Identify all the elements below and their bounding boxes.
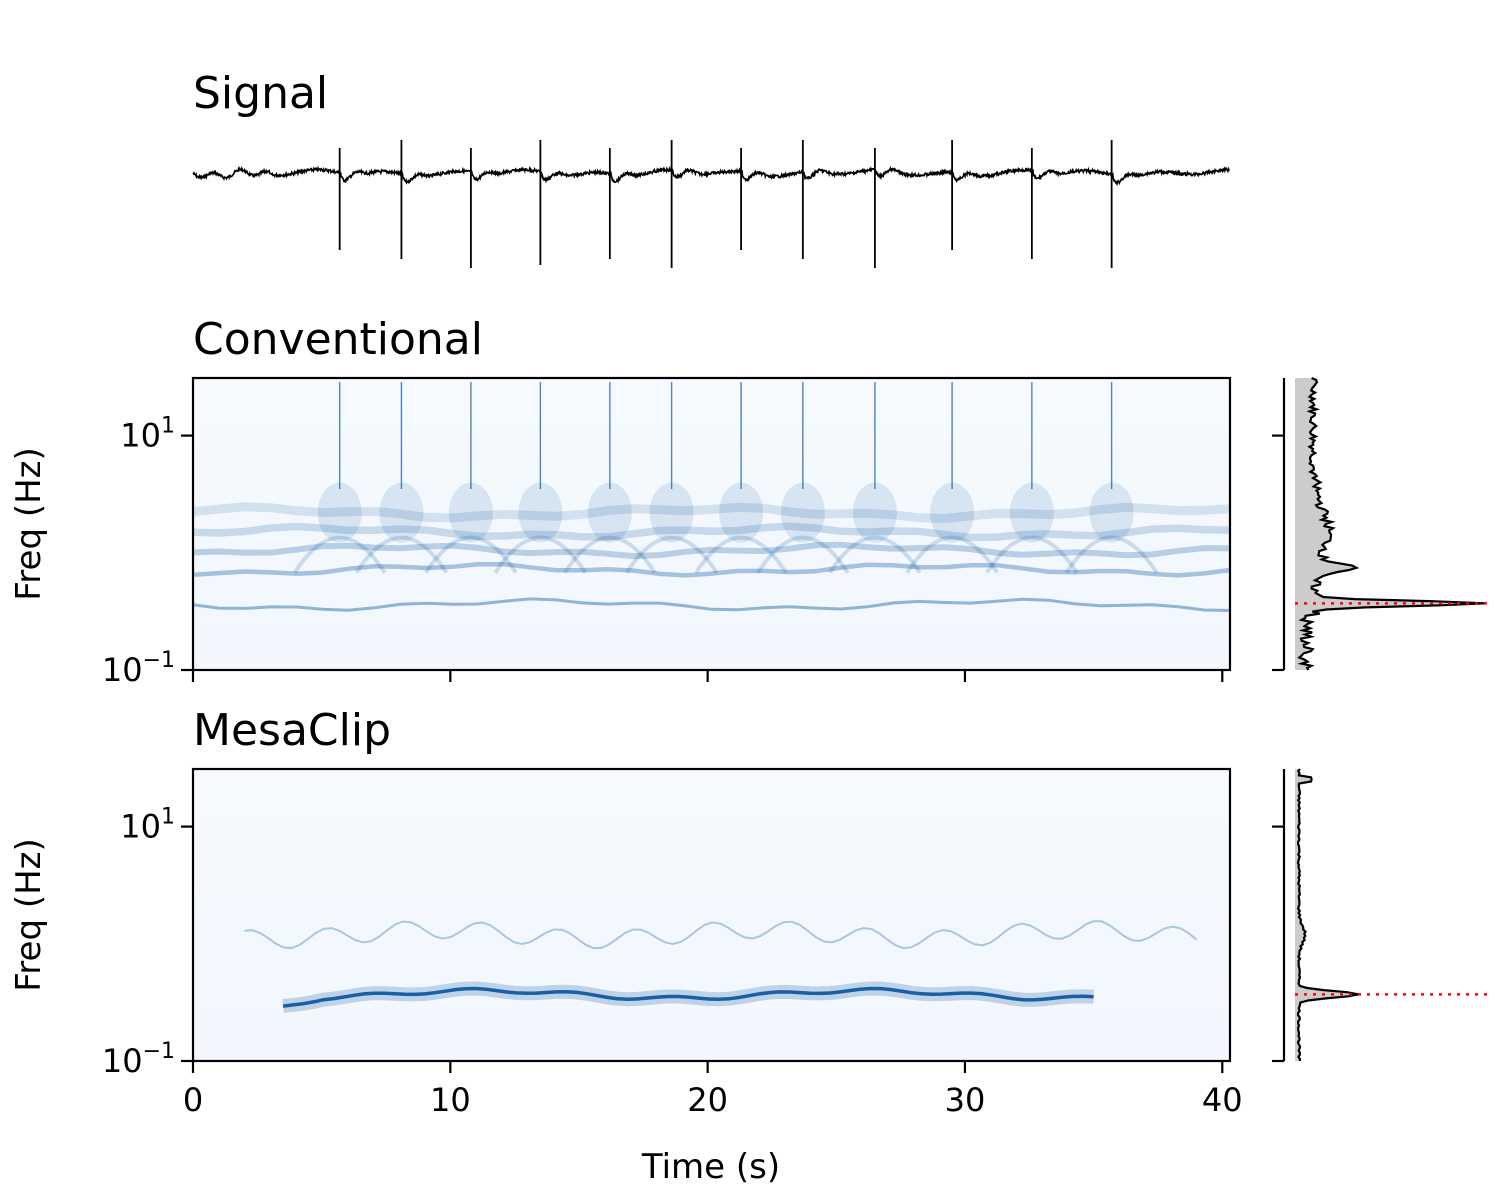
conventional-beat-blob (518, 482, 563, 543)
mesaclip-xtick-label: 20 (687, 1081, 728, 1119)
mesaclip-xtick-label: 40 (1202, 1081, 1243, 1119)
mesaclip-marginal-area (1295, 769, 1359, 1061)
conventional-heatmap (193, 382, 1230, 612)
conventional-beat-arc (756, 535, 850, 574)
conventional-ytick-label: 10−1 (102, 648, 175, 689)
x-axis-label: Time (s) (641, 1147, 780, 1187)
mesaclip-axes-frame (191, 767, 1232, 1063)
conventional-heatmap-bg (193, 378, 1230, 670)
conventional-band (193, 597, 1230, 612)
conventional-beat-arc (354, 535, 449, 574)
mesaclip-ylabel: Freq (Hz) (9, 838, 49, 992)
conventional-beat-blob (1089, 482, 1134, 543)
conventional-beat-blob (780, 482, 825, 543)
mesaclip-ytick-label: 101 (120, 805, 175, 846)
mesaclip-ridge (282, 986, 1094, 1008)
conventional-beat-blob (448, 482, 493, 543)
conventional-beat-arc (624, 535, 719, 574)
conventional-beat-blob (587, 482, 632, 543)
mesaclip-secondary-band (244, 920, 1198, 950)
mesaclip-axes: 101 10−1 Freq (Hz) 0 10 20 30 40 (9, 805, 1243, 1119)
signal-title: Signal (193, 68, 328, 119)
conventional-band (193, 541, 1230, 560)
conventional-beat-arc (828, 535, 922, 574)
conventional-marginal (1272, 376, 1492, 672)
signal-trace (192, 165, 1230, 187)
conventional-marginal-spectrum (1297, 376, 1486, 671)
conventional-marginal-area (1295, 378, 1486, 670)
mesaclip-marginal (1272, 768, 1492, 1063)
conventional-beat-arc (1064, 535, 1159, 574)
conventional-title: Conventional (193, 314, 483, 365)
signal-trace-layer (192, 140, 1230, 268)
conventional-beat-arc (905, 535, 999, 574)
mesaclip-ytick-label: 10−1 (102, 1039, 175, 1080)
conventional-beat-arc (985, 535, 1079, 574)
conventional-ylabel: Freq (Hz) (9, 447, 49, 601)
conventional-band (193, 502, 1230, 524)
conventional-ytick-label: 101 (120, 414, 175, 455)
mesaclip-xtick-label: 10 (430, 1081, 471, 1119)
conventional-beat-arc (424, 535, 518, 574)
conventional-band (193, 561, 1230, 578)
conventional-axes: 101 10−1 Freq (Hz) (9, 414, 1224, 689)
conventional-axes-frame (191, 376, 1232, 672)
conventional-beat-blob (930, 482, 975, 543)
conventional-beat-blob (649, 482, 694, 543)
mesaclip-xtick-label: 0 (183, 1081, 203, 1119)
conventional-band (193, 522, 1230, 542)
mesaclip-xtick-label: 30 (945, 1081, 986, 1119)
conventional-beat-blob (1009, 482, 1054, 543)
conventional-beat-blob (317, 482, 362, 543)
conventional-beat-arc (563, 535, 657, 574)
mesaclip-title: MesaClip (193, 705, 391, 756)
conventional-beat-arc (292, 535, 387, 574)
mesaclip-heatmap (244, 920, 1198, 1014)
mesaclip-heatmap-bg (193, 769, 1230, 1061)
conventional-beat-blob (719, 482, 764, 543)
conventional-beat-blob (852, 482, 897, 543)
conventional-beat-blob (379, 482, 424, 543)
conventional-beat-arc (694, 535, 788, 574)
conventional-beat-arc (493, 535, 588, 574)
mesaclip-marginal-spectrum (1296, 768, 1359, 1061)
